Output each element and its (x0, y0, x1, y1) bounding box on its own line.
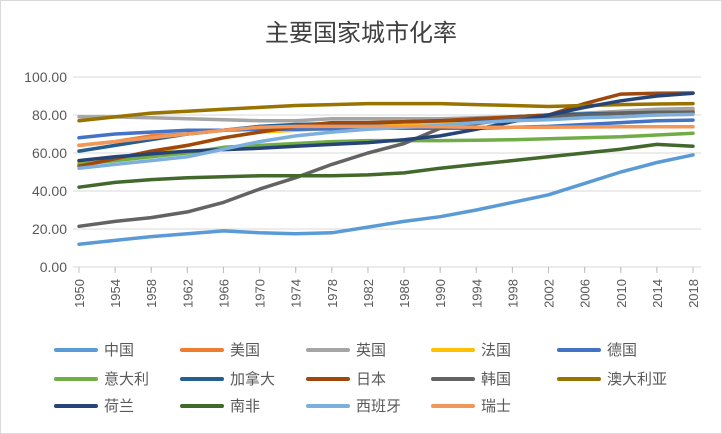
x-tick-label: 1986 (397, 279, 412, 308)
legend-label: 韩国 (481, 370, 512, 388)
x-tick-label: 1994 (469, 279, 484, 308)
legend-label: 意大利 (104, 370, 150, 388)
x-tick-label: 1954 (108, 279, 123, 308)
series-line-韩国 (77, 110, 695, 229)
legend-label: 日本 (356, 370, 387, 388)
y-tick-label: 40.00 (32, 183, 67, 199)
legend-swatch (431, 376, 475, 381)
x-tick-label: 1998 (505, 279, 520, 308)
legend-label: 瑞士 (481, 397, 512, 415)
x-tick-label: 1974 (289, 279, 304, 308)
legend-item: 意大利 (54, 368, 149, 389)
x-tick-label: 1966 (216, 279, 231, 308)
legend-swatch (306, 403, 350, 408)
legend-swatch (306, 347, 350, 352)
legend-label: 德国 (607, 341, 638, 359)
series-line-瑞士 (77, 124, 695, 148)
legend-label: 中国 (104, 341, 135, 359)
legend-swatch (431, 347, 475, 352)
legend-swatch (54, 376, 98, 381)
x-tick-label: 1950 (72, 279, 87, 308)
x-tick-label: 1982 (361, 279, 376, 308)
series-line-日本 (77, 91, 695, 169)
legend-item: 法国 (431, 339, 511, 360)
legend-swatch (431, 403, 475, 408)
y-tick-label: 20.00 (32, 221, 67, 237)
legend-label: 加拿大 (230, 370, 276, 388)
legend-item: 中国 (54, 339, 134, 360)
y-tick-label: 60.00 (32, 145, 67, 161)
legend-item: 澳大利亚 (557, 368, 667, 389)
legend-label: 南非 (230, 397, 261, 415)
legend-swatch (180, 347, 224, 352)
x-tick-label: 2010 (614, 279, 629, 308)
legend-item: 日本 (306, 368, 386, 389)
legend-swatch (54, 347, 98, 352)
y-tick-label: 100.00 (24, 69, 67, 85)
legend-label: 澳大利亚 (607, 370, 668, 388)
series-line-西班牙 (77, 112, 695, 170)
x-tick-label: 1962 (180, 279, 195, 308)
legend-item: 南非 (180, 395, 260, 416)
x-tick-label: 1958 (144, 279, 159, 308)
y-tick-label: 0.00 (40, 259, 67, 275)
legend-label: 英国 (356, 341, 387, 359)
chart-title: 主要国家城市化率 (265, 19, 457, 47)
legend-swatch (54, 403, 98, 408)
legend-swatch (557, 347, 601, 352)
legend-item: 德国 (557, 339, 637, 360)
legend-item: 韩国 (431, 368, 511, 389)
legend-label: 荷兰 (104, 397, 135, 415)
legend-item: 英国 (306, 339, 386, 360)
x-tick-label: 1990 (433, 279, 448, 308)
series-line-南非 (77, 142, 695, 189)
x-tick-label: 2006 (578, 279, 593, 308)
x-tick-label: 2002 (542, 279, 557, 308)
legend-item: 西班牙 (306, 395, 401, 416)
legend-swatch (557, 376, 601, 381)
legend-label: 法国 (481, 341, 512, 359)
legend-swatch (180, 403, 224, 408)
legend-label: 美国 (230, 341, 261, 359)
series-line-荷兰 (77, 91, 695, 163)
x-tick-label: 2014 (650, 279, 665, 308)
legend-swatch (306, 376, 350, 381)
x-tick-label: 1978 (325, 279, 340, 308)
legend-item: 加拿大 (180, 368, 275, 389)
legend-swatch (180, 376, 224, 381)
x-tick-label: 2018 (686, 279, 701, 308)
legend-label: 西班牙 (356, 397, 402, 415)
series-line-中国 (77, 153, 695, 246)
x-tick-label: 1970 (253, 279, 268, 308)
legend-item: 美国 (180, 339, 260, 360)
legend-item: 荷兰 (54, 395, 134, 416)
y-tick-label: 80.00 (32, 107, 67, 123)
legend-item: 瑞士 (431, 395, 511, 416)
